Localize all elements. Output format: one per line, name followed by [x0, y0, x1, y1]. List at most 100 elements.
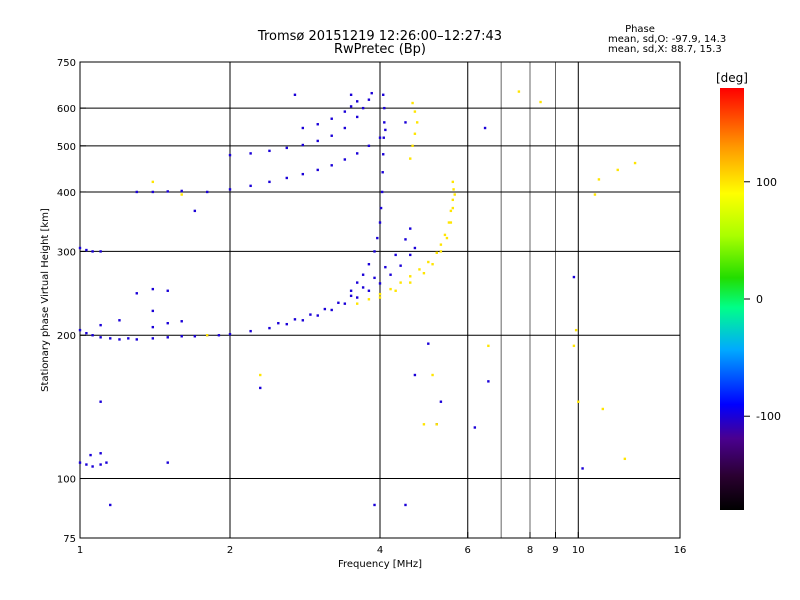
data-point-x[interactable] [574, 328, 578, 332]
data-point-x[interactable] [451, 198, 455, 202]
data-point-o[interactable] [293, 318, 297, 321]
data-point-o[interactable] [337, 301, 340, 304]
data-point-x[interactable] [539, 100, 542, 104]
data-point-x[interactable] [378, 296, 382, 299]
data-point-o[interactable] [389, 273, 392, 276]
data-point-o[interactable] [217, 334, 221, 337]
data-point-o[interactable] [330, 117, 333, 120]
data-point-x[interactable] [378, 292, 382, 296]
data-point-x[interactable] [409, 275, 412, 278]
data-point-o[interactable] [105, 461, 108, 464]
data-point-o[interactable] [259, 386, 262, 390]
data-point-o[interactable] [316, 168, 319, 172]
data-point-o[interactable] [378, 136, 382, 139]
data-point-o[interactable] [301, 319, 305, 322]
data-point-o[interactable] [409, 253, 412, 257]
data-point-x[interactable] [443, 233, 447, 237]
data-point-o[interactable] [166, 321, 169, 325]
data-point-x[interactable] [435, 251, 438, 255]
data-point-x[interactable] [355, 302, 359, 305]
data-point-x[interactable] [413, 132, 417, 135]
data-point-o[interactable] [316, 123, 319, 126]
data-point-x[interactable] [389, 287, 392, 291]
data-point-o[interactable] [378, 221, 382, 224]
data-point-o[interactable] [249, 184, 252, 188]
data-point-x[interactable] [577, 400, 580, 403]
data-point-o[interactable] [228, 153, 232, 157]
data-point-x[interactable] [623, 457, 627, 461]
data-point-o[interactable] [85, 463, 88, 466]
data-point-o[interactable] [316, 314, 319, 317]
data-point-o[interactable] [285, 322, 288, 326]
data-point-o[interactable] [118, 319, 121, 322]
data-point-x[interactable] [151, 180, 155, 184]
data-point-o[interactable] [355, 281, 359, 284]
data-point-x[interactable] [616, 168, 619, 172]
data-point-o[interactable] [361, 286, 365, 289]
data-point-x[interactable] [445, 236, 449, 240]
data-point-o[interactable] [277, 321, 280, 325]
data-point-x[interactable] [431, 373, 434, 377]
data-point-x[interactable] [572, 344, 576, 348]
data-point-x[interactable] [452, 188, 455, 191]
data-point-o[interactable] [572, 275, 576, 279]
data-point-x[interactable] [418, 268, 421, 271]
data-point-o[interactable] [373, 503, 376, 507]
data-point-o[interactable] [330, 134, 333, 137]
data-point-o[interactable] [89, 453, 92, 457]
data-point-x[interactable] [447, 221, 451, 224]
data-point-o[interactable] [180, 335, 183, 338]
data-point-o[interactable] [301, 172, 305, 176]
data-point-o[interactable] [99, 250, 102, 253]
data-point-x[interactable] [517, 90, 521, 93]
data-point-o[interactable] [330, 164, 333, 167]
data-point-x[interactable] [449, 221, 453, 224]
data-point-x[interactable] [413, 110, 417, 113]
data-point-o[interactable] [349, 93, 353, 96]
data-point-x[interactable] [180, 193, 183, 196]
data-point-o[interactable] [99, 452, 102, 455]
data-point-o[interactable] [301, 143, 305, 147]
data-point-o[interactable] [85, 248, 88, 252]
data-point-o[interactable] [118, 338, 121, 341]
data-point-o[interactable] [413, 373, 417, 377]
data-point-o[interactable] [180, 320, 183, 323]
data-point-o[interactable] [78, 461, 82, 464]
data-point-o[interactable] [78, 246, 82, 250]
data-point-o[interactable] [205, 190, 209, 194]
data-point-o[interactable] [85, 331, 88, 335]
data-point-o[interactable] [343, 158, 347, 161]
data-point-o[interactable] [382, 93, 385, 96]
data-point-x[interactable] [431, 263, 434, 266]
data-point-o[interactable] [349, 105, 353, 108]
data-point-o[interactable] [404, 238, 407, 241]
data-point-o[interactable] [382, 136, 385, 139]
data-point-o[interactable] [343, 302, 347, 305]
data-point-o[interactable] [151, 309, 155, 313]
data-point-x[interactable] [259, 373, 262, 377]
data-point-o[interactable] [135, 338, 138, 341]
data-point-o[interactable] [249, 152, 252, 155]
data-point-x[interactable] [597, 178, 601, 181]
data-point-o[interactable] [228, 188, 232, 191]
data-point-o[interactable] [376, 236, 379, 240]
data-point-o[interactable] [301, 126, 305, 130]
data-point-x[interactable] [451, 180, 455, 184]
data-point-x[interactable] [449, 209, 453, 213]
data-point-o[interactable] [380, 190, 384, 194]
data-point-x[interactable] [487, 344, 490, 348]
data-point-o[interactable] [268, 180, 271, 184]
data-point-o[interactable] [166, 336, 169, 339]
data-point-x[interactable] [415, 121, 419, 124]
data-point-o[interactable] [384, 128, 387, 132]
data-point-x[interactable] [451, 206, 455, 210]
data-point-o[interactable] [293, 93, 297, 96]
data-point-x[interactable] [409, 281, 412, 284]
data-point-o[interactable] [361, 273, 365, 276]
data-point-o[interactable] [285, 146, 288, 150]
data-point-o[interactable] [228, 333, 232, 336]
data-point-o[interactable] [367, 289, 371, 292]
data-point-x[interactable] [409, 157, 412, 160]
data-point-o[interactable] [409, 227, 412, 230]
data-point-x[interactable] [439, 250, 443, 253]
